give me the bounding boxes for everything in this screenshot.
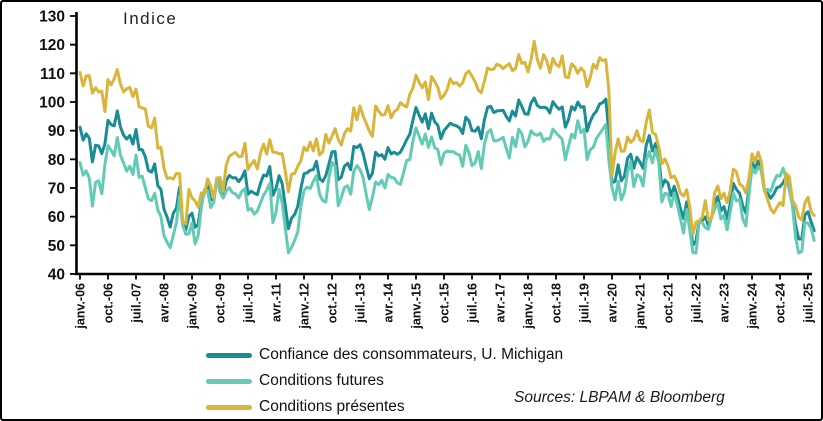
- svg-text:avr.-08: avr.-08: [158, 283, 172, 323]
- svg-text:janv.-18: janv.-18: [522, 283, 536, 330]
- svg-text:janv.-06: janv.-06: [74, 283, 88, 330]
- legend-label-confiance: Confiance des consommateurs, U. Michigan: [259, 346, 564, 363]
- legend-label-presentes: Conditions présentes: [259, 398, 405, 415]
- teal-line-swatch: [206, 352, 252, 358]
- svg-text:juil.-25: juil.-25: [802, 283, 816, 324]
- svg-text:oct.-21: oct.-21: [662, 283, 676, 323]
- svg-text:juil.-22: juil.-22: [690, 283, 704, 324]
- svg-text:juil.-16: juil.-16: [466, 283, 480, 324]
- mint-line-swatch: [206, 378, 252, 384]
- svg-text:janv.-15: janv.-15: [410, 283, 424, 330]
- chart-title: Indice: [123, 9, 178, 28]
- svg-text:oct.-09: oct.-09: [214, 283, 228, 323]
- svg-text:janv.-21: janv.-21: [634, 283, 648, 330]
- svg-text:juil.-10: juil.-10: [242, 283, 256, 324]
- svg-text:juil.-19: juil.-19: [578, 283, 592, 324]
- svg-text:avr.-11: avr.-11: [270, 283, 284, 322]
- svg-text:120: 120: [39, 37, 65, 54]
- svg-text:janv.-12: janv.-12: [298, 283, 312, 330]
- svg-text:oct.-06: oct.-06: [102, 283, 116, 323]
- svg-text:avr.-17: avr.-17: [494, 283, 508, 323]
- svg-text:janv.-09: janv.-09: [186, 283, 200, 330]
- svg-text:avr.-23: avr.-23: [718, 283, 732, 323]
- svg-text:50: 50: [48, 238, 65, 255]
- svg-text:avr.-14: avr.-14: [382, 283, 396, 323]
- svg-text:110: 110: [40, 66, 65, 83]
- svg-text:oct.-15: oct.-15: [438, 283, 452, 323]
- svg-text:70: 70: [48, 181, 65, 198]
- legend: Confiance des consommateurs, U. Michigan…: [206, 342, 563, 419]
- svg-text:90: 90: [48, 123, 65, 140]
- svg-text:40: 40: [48, 267, 65, 284]
- svg-text:80: 80: [48, 152, 65, 169]
- legend-item-confiance-michigan: Confiance des consommateurs, U. Michigan: [206, 342, 563, 368]
- svg-text:60: 60: [48, 209, 65, 226]
- svg-text:100: 100: [39, 95, 65, 112]
- gold-line-swatch: [206, 404, 252, 410]
- svg-text:juil.-07: juil.-07: [130, 283, 144, 324]
- source-note: Sources: LBPAM & Bloomberg: [514, 389, 725, 406]
- legend-item-conditions-presentes: Conditions présentes: [206, 394, 563, 419]
- svg-text:130: 130: [39, 9, 65, 26]
- svg-text:oct.-24: oct.-24: [774, 283, 788, 323]
- svg-text:oct.-12: oct.-12: [326, 283, 340, 323]
- svg-text:avr.-20: avr.-20: [606, 283, 620, 323]
- svg-text:oct.-18: oct.-18: [550, 283, 564, 323]
- legend-label-futures: Conditions futures: [259, 372, 384, 389]
- svg-text:juil.-13: juil.-13: [354, 283, 368, 324]
- svg-text:janv.-24: janv.-24: [746, 283, 760, 330]
- legend-item-conditions-futures: Conditions futures: [206, 368, 563, 394]
